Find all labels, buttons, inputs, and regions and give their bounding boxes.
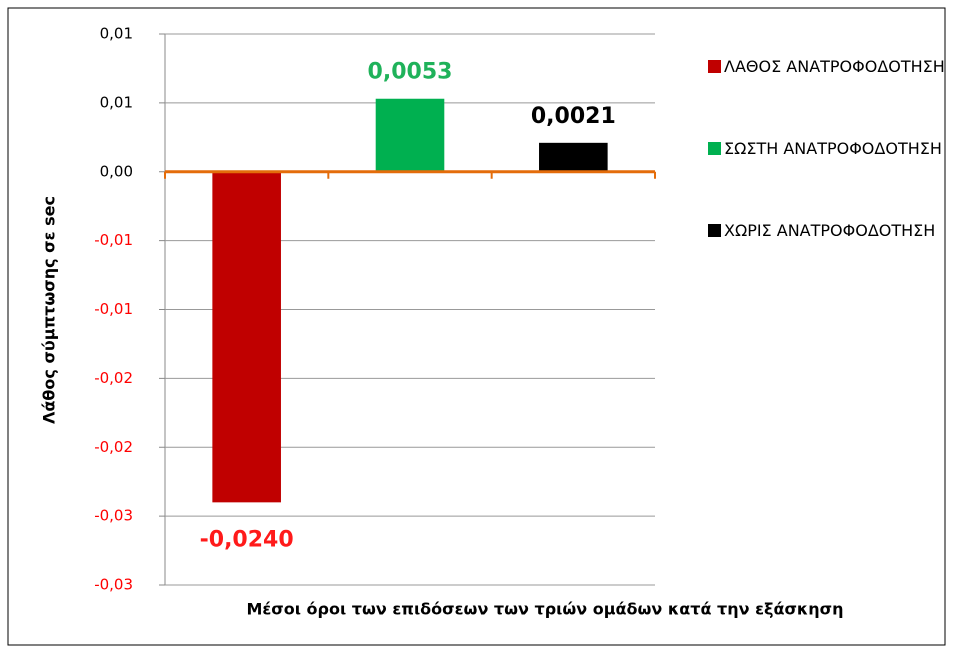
legend-swatch — [708, 224, 721, 237]
y-tick-label: -0,03 — [94, 507, 133, 525]
legend-swatch — [708, 142, 721, 155]
value-label: -0,0240 — [200, 527, 294, 552]
bar — [375, 98, 445, 172]
legend-label: ΧΩΡΙΣ ΑΝΑΤΡΟΦΟΔΟΤΗΣΗ — [724, 221, 936, 240]
y-tick-label: 0,01 — [100, 93, 133, 111]
legend-item: ΛΑΘΟΣ ΑΝΑΤΡΟΦΟΔΟΤΗΣΗ — [708, 52, 948, 82]
y-tick-label: -0,01 — [94, 231, 133, 249]
legend-item: ΧΩΡΙΣ ΑΝΑΤΡΟΦΟΔΟΤΗΣΗ — [708, 216, 948, 246]
chart-border — [7, 7, 946, 646]
value-label: 0,0053 — [368, 60, 453, 85]
legend-swatch — [708, 60, 721, 73]
bar — [539, 142, 608, 172]
legend-label: ΣΩΣΤΗ ΑΝΑΤΡΟΦΟΔΟΤΗΣΗ — [724, 139, 942, 158]
y-tick-label: -0,02 — [94, 369, 133, 387]
legend-label: ΛΑΘΟΣ ΑΝΑΤΡΟΦΟΔΟΤΗΣΗ — [724, 57, 945, 76]
bar — [212, 171, 281, 503]
legend-item: ΣΩΣΤΗ ΑΝΑΤΡΟΦΟΔΟΤΗΣΗ — [708, 134, 948, 164]
y-tick-label: -0,03 — [94, 576, 133, 594]
y-tick-label: 0,01 — [100, 25, 133, 43]
value-label: 0,0021 — [531, 104, 616, 129]
y-tick-label: -0,02 — [94, 438, 133, 456]
y-axis-label: Λάθος σύμπτωσης σε sec — [40, 196, 59, 424]
y-tick-label: -0,01 — [94, 300, 133, 318]
x-axis-label: Μέσοι όροι των επιδόσεων των τριών ομάδω… — [246, 600, 843, 619]
y-tick-label: 0,00 — [100, 162, 133, 180]
